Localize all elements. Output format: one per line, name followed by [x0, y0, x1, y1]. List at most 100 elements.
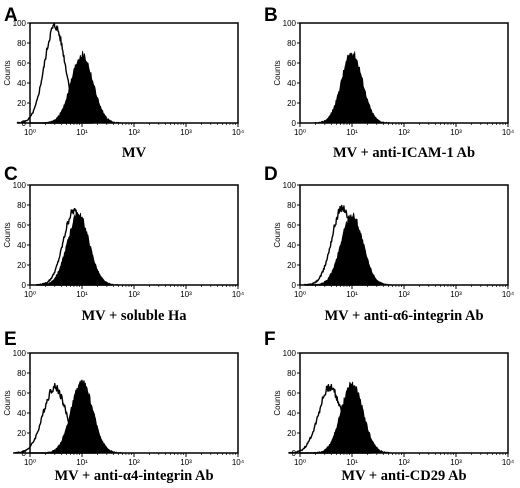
x-tick-label: 10⁴ [232, 128, 245, 137]
x-tick-label: 10⁴ [502, 128, 515, 137]
x-tick-label: 10² [398, 290, 410, 299]
panel-A: A Counts 0 20 40 60 80 100 10⁰ 10¹ 10² 10³ 10⁴ MV [3, 5, 245, 161]
x-tick-label: 10⁴ [232, 290, 245, 299]
x-tick-label: 10⁴ [232, 458, 245, 467]
y-tick-label: 60 [17, 221, 26, 230]
y-axis-label: Counts [3, 222, 12, 247]
y-tick-label: 60 [287, 59, 296, 68]
y-axis-label: Counts [273, 222, 282, 247]
y-tick-label: 80 [17, 39, 26, 48]
panel-F: F Counts 0 20 40 60 80 100 10⁰ 10¹ 10² 10³ 10⁴ MV + a… [264, 329, 515, 484]
y-tick-label: 80 [287, 369, 296, 378]
y-tick-label: 40 [17, 241, 26, 250]
panel-C: C Counts 0 20 40 60 80 100 10⁰ 10¹ 10² 10³ 10⁴ MV + s… [3, 164, 245, 324]
x-tick-label: 10² [128, 458, 140, 467]
x-tick-label: 10³ [450, 128, 462, 137]
y-tick-label: 0 [22, 119, 27, 128]
x-tick-label: 10⁰ [294, 458, 306, 467]
plot-frame [299, 22, 509, 124]
y-tick-label: 40 [17, 79, 26, 88]
x-tick-label: 10⁰ [24, 290, 36, 299]
panel-letter: F [264, 329, 276, 350]
panel-caption: MV + anti-ICAM-1 Ab [333, 145, 475, 161]
x-tick-label: 10² [398, 458, 410, 467]
y-tick-label: 60 [287, 221, 296, 230]
x-tick-label: 10² [398, 128, 410, 137]
histogram-filled [42, 379, 122, 454]
y-tick-label: 60 [17, 59, 26, 68]
y-tick-label: 20 [287, 261, 296, 270]
x-tick-label: 10¹ [76, 128, 88, 137]
plot-frame [299, 352, 509, 454]
x-tick-label: 10¹ [346, 290, 358, 299]
histogram-filled [312, 212, 392, 286]
y-axis-label: Counts [3, 390, 12, 415]
panel-letter: D [264, 164, 278, 185]
x-tick-label: 10¹ [76, 290, 88, 299]
plot-frame [299, 184, 509, 286]
panel-caption: MV + anti-α4-integrin Ab [54, 468, 213, 484]
panel-caption: MV + soluble Ha [81, 308, 187, 324]
histogram-filled [314, 51, 390, 124]
y-tick-label: 100 [283, 349, 297, 358]
x-tick-label: 10¹ [346, 128, 358, 137]
y-tick-label: 0 [292, 281, 297, 290]
y-tick-label: 20 [17, 429, 26, 438]
panel-letter: C [4, 164, 18, 185]
y-tick-label: 100 [13, 349, 27, 358]
y-axis-label: Counts [273, 390, 282, 415]
y-axis-label: Counts [3, 60, 12, 85]
x-tick-label: 10⁴ [502, 290, 515, 299]
x-tick-label: 10³ [450, 290, 462, 299]
panel-letter: E [4, 329, 17, 350]
panel-E: E Counts 0 20 40 60 80 100 10⁰ 10¹ 10² 10³ 10⁴ MV + a… [3, 329, 245, 484]
y-tick-label: 40 [287, 409, 296, 418]
y-tick-label: 100 [283, 181, 297, 190]
x-tick-label: 10³ [450, 458, 462, 467]
y-tick-label: 20 [17, 99, 26, 108]
x-tick-label: 10¹ [346, 458, 358, 467]
y-tick-label: 20 [287, 99, 296, 108]
panel-caption: MV [122, 145, 147, 161]
y-tick-label: 20 [287, 429, 296, 438]
x-tick-label: 10² [128, 290, 140, 299]
y-tick-label: 60 [17, 389, 26, 398]
x-tick-label: 10³ [180, 128, 192, 137]
x-tick-label: 10⁰ [294, 128, 306, 137]
x-tick-label: 10² [128, 128, 140, 137]
y-tick-label: 40 [287, 241, 296, 250]
y-tick-label: 100 [283, 19, 297, 28]
histogram-filled [312, 381, 392, 454]
y-tick-label: 20 [17, 261, 26, 270]
panel-letter: B [264, 5, 278, 26]
x-tick-label: 10⁰ [24, 458, 36, 467]
panel-caption: MV + anti-α6-integrin Ab [324, 308, 483, 324]
y-tick-label: 0 [22, 281, 27, 290]
y-tick-label: 80 [287, 39, 296, 48]
x-tick-label: 10⁰ [294, 290, 306, 299]
x-tick-label: 10⁰ [24, 128, 36, 137]
y-tick-label: 0 [292, 119, 297, 128]
y-tick-label: 80 [287, 201, 296, 210]
histogram-filled [38, 212, 118, 286]
y-axis-label: Counts [273, 60, 282, 85]
y-tick-label: 0 [292, 449, 297, 458]
y-tick-label: 40 [287, 79, 296, 88]
plot-frame [29, 352, 239, 454]
panel-B: B Counts 0 20 40 60 80 100 10⁰ 10¹ 10² 10³ 10⁴ MV + a… [264, 5, 515, 161]
x-tick-label: 10⁴ [502, 458, 515, 467]
y-tick-label: 100 [13, 19, 27, 28]
panel-caption: MV + anti-CD29 Ab [341, 468, 466, 484]
y-tick-label: 80 [17, 369, 26, 378]
y-tick-label: 100 [13, 181, 27, 190]
x-tick-label: 10³ [180, 458, 192, 467]
panel-D: D Counts 0 20 40 60 80 100 10⁰ 10¹ 10² 10³ 10⁴ MV + a… [264, 164, 515, 324]
y-tick-label: 0 [22, 449, 27, 458]
x-tick-label: 10³ [180, 290, 192, 299]
panel-letter: A [4, 5, 18, 26]
y-tick-label: 60 [287, 389, 296, 398]
y-tick-label: 40 [17, 409, 26, 418]
x-tick-label: 10¹ [76, 458, 88, 467]
